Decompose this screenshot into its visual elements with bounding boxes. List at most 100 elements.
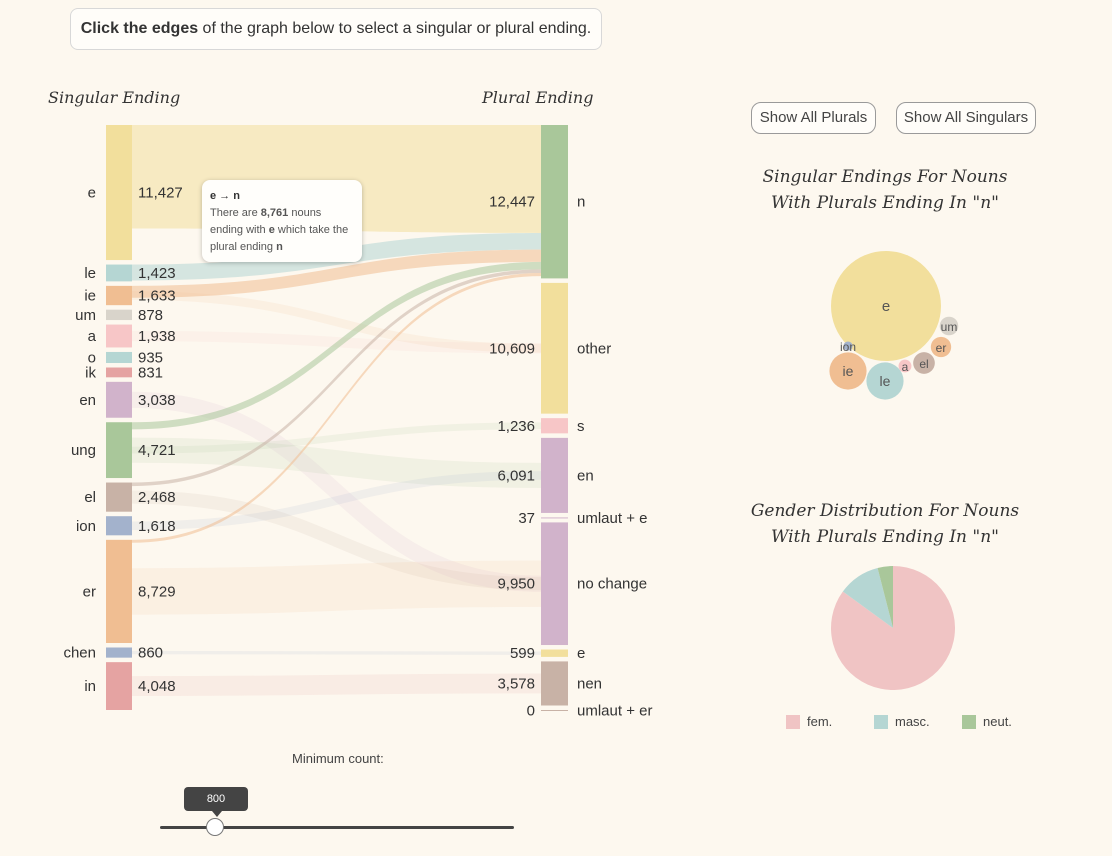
sankey-source-node-en[interactable]	[106, 381, 132, 418]
sankey-link-ung-to-n[interactable]	[132, 261, 541, 430]
sankey-target-count: 37	[518, 510, 535, 527]
sankey-target-node-nen[interactable]	[541, 661, 568, 706]
pie-slice-neut[interactable]	[877, 566, 893, 628]
sankey-link-background[interactable]	[131, 471, 542, 531]
sankey-target-node-umlaut-+-er[interactable]	[541, 710, 568, 711]
instructions-box: Click the edges of the graph below to se…	[70, 8, 602, 50]
legend-item-fem: fem.	[786, 714, 832, 729]
sankey-source-node-ie[interactable]	[106, 285, 132, 306]
legend-item-masc: masc.	[874, 714, 930, 729]
sankey-source-count: 1,633	[138, 288, 176, 305]
sankey-target-count: 12,447	[489, 194, 535, 211]
sankey-source-count: 878	[138, 307, 163, 324]
sankey-source-count: 3,038	[138, 392, 176, 409]
sankey-link-el-to-n[interactable]	[132, 269, 541, 487]
bubble-el[interactable]	[913, 352, 935, 374]
sankey-link-er-to-n[interactable]	[132, 273, 541, 543]
instructions-text: of the graph below to select a singular …	[198, 20, 592, 37]
bubble-ie[interactable]	[829, 352, 867, 390]
bubble-label: ie	[843, 363, 854, 379]
show-all-singulars-button[interactable]: Show All Singulars	[896, 102, 1036, 134]
sankey-source-label: er	[83, 583, 96, 600]
tooltip-text-3: which take the plural ending	[210, 224, 349, 253]
minimum-count-slider-handle[interactable]	[206, 818, 224, 836]
legend-item-neut: neut.	[962, 714, 1012, 729]
sankey-target-node-umlaut-+-e[interactable]	[541, 517, 568, 519]
sankey-nodes: e 11,427 le 1,423 ie 1,633 um 878 a 1,938 o 935 ik 83…	[63, 125, 652, 720]
sankey-link-background[interactable]	[131, 422, 542, 454]
sankey-link-background[interactable]	[131, 560, 542, 615]
sankey-target-count: 3,578	[497, 675, 535, 692]
sankey-chart[interactable]: e 11,427 le 1,423 ie 1,633 um 878 a 1,938 o 935 ik 83…	[0, 0, 700, 740]
minimum-count-label: Minimum count:	[292, 751, 384, 766]
bubble-label: el	[919, 357, 928, 371]
sankey-link-background[interactable]	[131, 291, 542, 353]
sankey-source-label: a	[88, 328, 97, 345]
bubble-er[interactable]	[930, 336, 952, 358]
sankey-source-node-le[interactable]	[106, 264, 132, 282]
instructions-bold: Click the edges	[80, 20, 199, 37]
sankey-target-label: en	[577, 467, 594, 484]
sankey-source-count: 1,423	[138, 265, 176, 282]
sankey-source-node-in[interactable]	[106, 662, 132, 710]
sankey-link-background[interactable]	[131, 490, 542, 591]
sankey-source-node-o[interactable]	[106, 351, 132, 364]
sankey-source-node-er[interactable]	[106, 539, 132, 643]
sankey-target-label: umlaut + er	[577, 703, 652, 720]
bubble-le[interactable]	[866, 362, 904, 400]
sankey-target-label: other	[577, 340, 611, 357]
bubble-e[interactable]	[831, 251, 941, 361]
singular-heading: Singular Ending	[48, 88, 181, 107]
show-all-plurals-button[interactable]: Show All Plurals	[751, 102, 876, 134]
sankey-target-count: 9,950	[497, 576, 535, 593]
bubble-a[interactable]	[898, 359, 912, 373]
sankey-source-label: ion	[76, 518, 96, 535]
sankey-source-node-el[interactable]	[106, 482, 132, 512]
sankey-target-count: 10,609	[489, 340, 535, 357]
sankey-target-label: no change	[577, 576, 647, 593]
sankey-target-node-other[interactable]	[541, 282, 568, 414]
sankey-source-label: in	[84, 678, 96, 695]
sankey-target-node-s[interactable]	[541, 418, 568, 434]
tooltip-body: There are 8,761 nouns ending with e whic…	[210, 205, 354, 256]
pie-chart-title: Gender Distribution For Nouns With Plura…	[730, 498, 1040, 550]
sankey-link-background[interactable]	[131, 437, 542, 488]
sankey-source-node-ik[interactable]	[106, 367, 132, 378]
sankey-source-node-ion[interactable]	[106, 516, 132, 536]
sankey-source-count: 860	[138, 645, 163, 662]
sankey-target-node-en[interactable]	[541, 437, 568, 513]
plural-heading: Plural Ending	[482, 88, 594, 107]
sankey-source-node-ung[interactable]	[106, 422, 132, 479]
sankey-link-background[interactable]	[131, 650, 542, 655]
sankey-target-label: e	[577, 645, 585, 662]
pie-slice-masc[interactable]	[842, 567, 893, 628]
minimum-count-slider-track[interactable]	[160, 826, 514, 829]
bubble-label: e	[882, 298, 890, 315]
sankey-link-ie-to-n[interactable]	[132, 249, 541, 298]
legend-swatch-masc	[874, 714, 888, 729]
sankey-source-node-e[interactable]	[106, 125, 132, 261]
legend-swatch-fem	[786, 714, 800, 729]
sankey-target-node-e[interactable]	[541, 649, 568, 657]
sankey-source-count: 1,618	[138, 518, 176, 535]
sankey-source-node-chen[interactable]	[106, 647, 132, 658]
sankey-target-node-n[interactable]	[541, 125, 568, 279]
sankey-source-count: 935	[138, 349, 163, 366]
legend-label-neut: neut.	[983, 714, 1012, 729]
legend-label-masc: masc.	[895, 714, 930, 729]
bubble-label: er	[936, 341, 947, 355]
sankey-target-label: s	[577, 418, 585, 435]
sankey-source-node-a[interactable]	[106, 324, 132, 348]
gender-pie-chart[interactable]	[820, 555, 966, 701]
bubble-um[interactable]	[939, 316, 959, 336]
sankey-target-count: 1,236	[497, 418, 535, 435]
sankey-target-count: 6,091	[497, 467, 535, 484]
bubble-ion[interactable]	[843, 341, 853, 351]
sankey-target-node-no-change[interactable]	[541, 522, 568, 646]
sankey-source-node-um[interactable]	[106, 309, 132, 321]
sankey-source-label: en	[79, 392, 96, 409]
sankey-link-background[interactable]	[131, 673, 542, 696]
sankey-link-background[interactable]	[131, 391, 542, 592]
sankey-source-label: ik	[85, 364, 96, 381]
